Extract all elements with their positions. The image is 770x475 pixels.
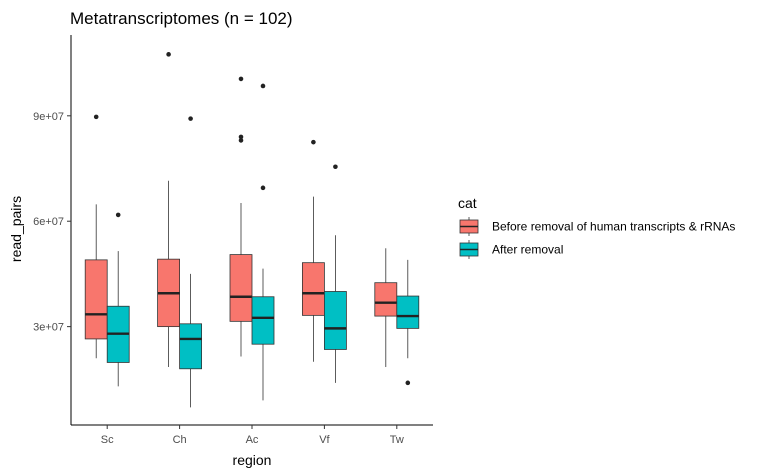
outlier-point [166,52,171,57]
legend-item: After removal [459,240,563,259]
box [84,259,108,340]
outlier-point [333,164,338,170]
x-tick-label: Ac [246,434,259,446]
y-tick-label: 6e+07 [33,216,64,228]
outlier-point [311,139,316,145]
box [374,282,398,317]
y-axis-title: read_pairs [8,196,24,262]
outlier-point [405,380,411,386]
box [323,291,347,350]
box-group [374,248,398,368]
legend: cat Before removal of human transcripts … [458,195,735,259]
outlier-point [238,76,244,82]
x-axis-title: region [233,452,272,468]
legend-label: After removal [492,243,563,257]
outlier-point [115,212,121,218]
box [396,295,420,329]
box-group [251,83,275,401]
box-group [106,212,130,387]
legend-item: Before removal of human transcripts & rR… [459,217,735,236]
outlier-point [260,185,266,191]
y-tick-label: 9e+07 [33,111,64,123]
box-group [323,164,347,383]
x-tick-label: Tw [390,434,404,446]
box [179,323,203,370]
box-group [229,76,253,357]
x-tick-label: Sc [101,434,114,446]
x-tick-label: Ch [173,434,187,446]
chart-title: Metatranscriptomes (n = 102) [70,9,293,28]
box-group [301,139,325,362]
box [251,296,275,345]
outlier-point [238,138,244,143]
box-group [179,116,203,408]
x-tick-label: Vf [319,434,330,446]
outlier-point [260,83,266,89]
legend-title: cat [458,195,477,211]
y-tick-label: 3e+07 [33,322,64,334]
box-group [84,114,108,359]
box [301,262,325,316]
box-group [396,259,420,386]
box-group [157,52,181,368]
plot-area: 3e+07 6e+07 9e+07 Sc Ch Ac Vf Tw [33,35,433,446]
outlier-point [238,134,244,140]
box [229,254,253,322]
legend-label: Before removal of human transcripts & rR… [492,220,735,234]
outlier-point [188,116,193,121]
outlier-point [93,114,99,120]
